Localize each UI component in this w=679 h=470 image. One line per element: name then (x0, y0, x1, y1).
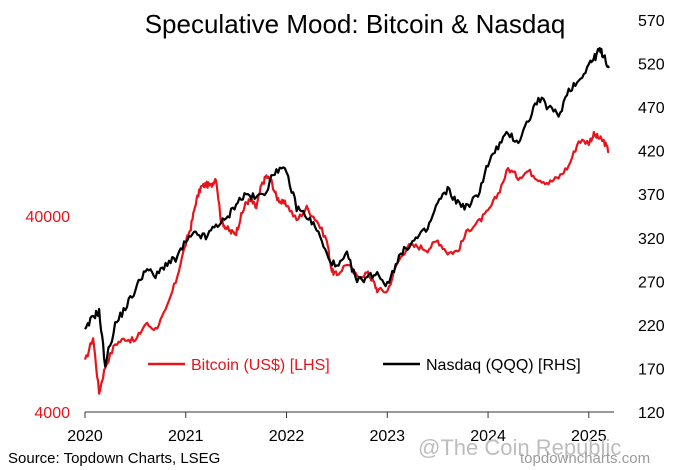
y-right-tick-label: 370 (638, 187, 665, 204)
y-right-tick-label: 170 (638, 361, 665, 378)
x-tick-label: 2023 (369, 428, 405, 445)
y-right-tick-label: 270 (638, 274, 665, 291)
y-right-tick-label: 570 (638, 13, 665, 30)
y-right-tick-label: 120 (638, 405, 665, 422)
y-right-tick-label: 420 (638, 144, 665, 161)
x-tick-label: 2024 (470, 428, 506, 445)
series-line-nasdaq (84, 47, 610, 368)
legend-item-bitcoin: Bitcoin (US$) [LHS] (148, 357, 330, 374)
y-left-tick-label: 4000 (34, 405, 70, 422)
x-tick-label: 2025 (571, 428, 607, 445)
source-note: Source: Topdown Charts, LSEG (8, 450, 220, 467)
y-right-tick-label: 520 (638, 57, 665, 74)
legend-label-nasdaq: Nasdaq (QQQ) [RHS] (426, 357, 581, 374)
y-right-tick-label: 320 (638, 231, 665, 248)
x-axis-ticks: 2020 2021 2022 2023 2024 2025 (67, 412, 607, 445)
credit-text: topdowncharts.com (520, 450, 650, 467)
y-left-tick-label: 40000 (26, 209, 71, 226)
y-right-tick-label: 220 (638, 318, 665, 335)
series-line-bitcoin (83, 130, 610, 395)
watermark-text: @The Coin Republic (418, 435, 621, 460)
x-tick-label: 2021 (168, 428, 204, 445)
x-tick-label: 2020 (67, 428, 103, 445)
y-right-tick-label: 470 (638, 100, 665, 117)
x-tick-label: 2022 (269, 428, 305, 445)
legend-label-bitcoin: Bitcoin (US$) [LHS] (191, 357, 330, 374)
y-left-axis-ticks: 4000 40000 (26, 209, 71, 422)
y-right-axis-ticks: 120 170 220 270 320 370 420 470 520 570 (638, 13, 665, 422)
chart-title: Speculative Mood: Bitcoin & Nasdaq (145, 9, 566, 39)
legend-item-nasdaq: Nasdaq (QQQ) [RHS] (383, 357, 581, 374)
legend: Bitcoin (US$) [LHS] Nasdaq (QQQ) [RHS] (148, 357, 581, 374)
series-layer (83, 47, 610, 395)
